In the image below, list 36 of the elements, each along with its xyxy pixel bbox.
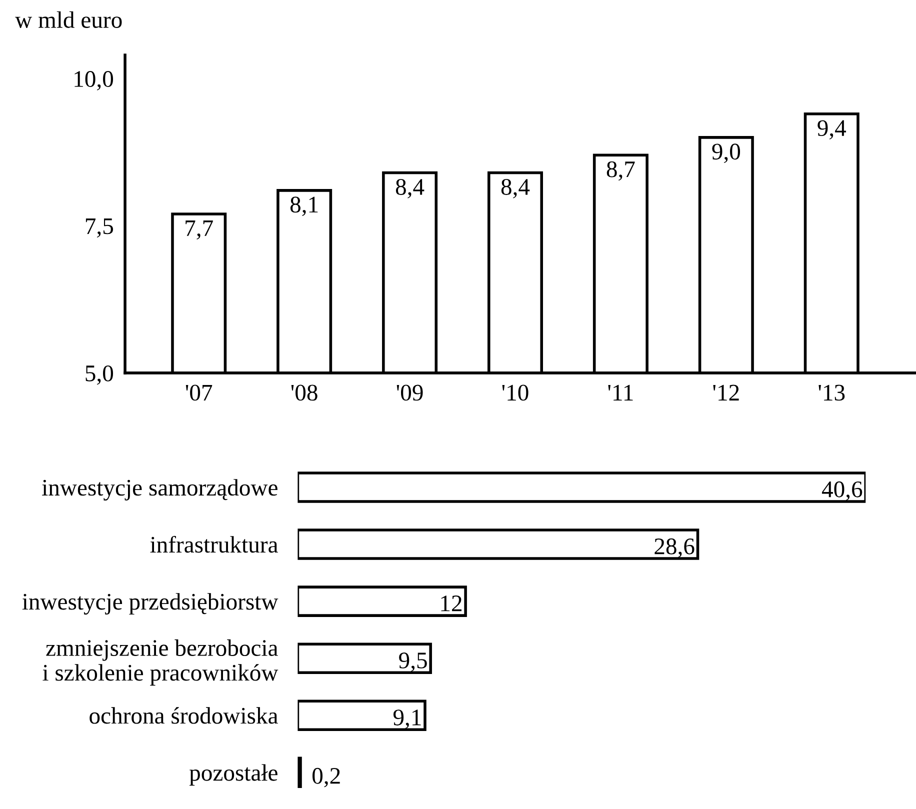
data-label: 9,4	[818, 120, 846, 140]
data-label: 9,5	[399, 652, 427, 672]
data-label: 8,1	[290, 196, 318, 216]
y-tick-label: inwestycje przedsiębiorstw	[22, 593, 278, 615]
bar	[298, 700, 426, 732]
y-tick-label: pozostałe	[189, 764, 278, 786]
y-axis-title: w mld euro	[15, 11, 122, 28]
y-tick-label: 10,0	[74, 71, 114, 90]
y-tick-label: inwestycje samorządowe	[42, 479, 278, 501]
data-label: 9,1	[393, 710, 421, 729]
x-tick-label: '08	[291, 384, 318, 401]
x-tick-label: '12	[713, 384, 739, 400]
x-tick-label: '10	[502, 384, 528, 401]
bar	[298, 642, 432, 674]
y-tick-label: zmniejszenie bezrobocia i szkolenie pracowników	[42, 639, 278, 686]
data-label: 40,6	[822, 481, 862, 501]
x-tick-label: '13	[818, 384, 845, 401]
x-tick-label: '11	[608, 384, 633, 400]
bar	[298, 528, 700, 560]
bar	[298, 756, 302, 788]
y-tick-label: ochrona środowiska	[90, 707, 278, 724]
data-label: 28,6	[654, 538, 694, 558]
data-label: 7,7	[186, 220, 213, 240]
data-label: 12	[441, 596, 462, 612]
bar	[298, 586, 467, 617]
data-label: 8,4	[396, 179, 424, 198]
x-tick-label: '07	[186, 384, 212, 401]
data-label: 9,0	[712, 144, 740, 164]
x-tick-label: '09	[396, 384, 423, 401]
y-tick-label: 7,5	[86, 218, 113, 238]
data-label: 0,2	[312, 768, 340, 788]
data-label: 8,7	[606, 161, 635, 181]
y-tick-label: infrastruktura	[150, 536, 278, 553]
data-label: 8,4	[501, 179, 530, 198]
bar	[298, 472, 866, 503]
y-tick-label: 5,0	[86, 365, 114, 385]
